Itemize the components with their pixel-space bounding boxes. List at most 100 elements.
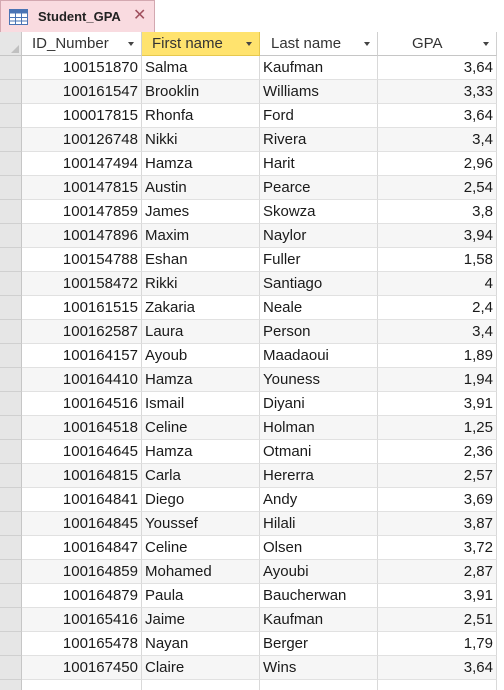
row-selector[interactable] bbox=[0, 128, 22, 152]
cell-id-number[interactable]: 100164845 bbox=[22, 512, 142, 536]
cell-id-number[interactable]: 100147494 bbox=[22, 152, 142, 176]
cell-gpa[interactable]: 3,8 bbox=[378, 200, 497, 224]
row-selector[interactable] bbox=[0, 560, 22, 584]
row-selector[interactable] bbox=[0, 584, 22, 608]
cell-first-name[interactable]: Nayan bbox=[142, 632, 260, 656]
cell-last-name[interactable]: Harit bbox=[260, 152, 378, 176]
cell-last-name[interactable]: Holman bbox=[260, 416, 378, 440]
cell-last-name[interactable] bbox=[260, 680, 378, 690]
cell-gpa[interactable]: 2,57 bbox=[378, 464, 497, 488]
cell-gpa[interactable]: 2,36 bbox=[378, 440, 497, 464]
row-selector[interactable] bbox=[0, 104, 22, 128]
cell-first-name[interactable]: Claire bbox=[142, 656, 260, 680]
table-row[interactable]: 100147896 Maxim Naylor 3,94 bbox=[0, 224, 504, 248]
table-row[interactable]: 100164879 Paula Baucherwan 3,91 bbox=[0, 584, 504, 608]
cell-first-name[interactable]: Celine bbox=[142, 536, 260, 560]
cell-first-name[interactable]: Austin bbox=[142, 176, 260, 200]
row-selector[interactable] bbox=[0, 344, 22, 368]
cell-id-number[interactable]: 100167450 bbox=[22, 656, 142, 680]
table-row[interactable]: 100164645 Hamza Otmani 2,36 bbox=[0, 440, 504, 464]
cell-gpa[interactable]: 1,94 bbox=[378, 368, 497, 392]
column-header-last-name[interactable]: Last name bbox=[260, 32, 378, 56]
cell-first-name[interactable] bbox=[142, 680, 260, 690]
cell-id-number[interactable]: 100164815 bbox=[22, 464, 142, 488]
cell-id-number[interactable]: 100164410 bbox=[22, 368, 142, 392]
cell-gpa[interactable]: 2,51 bbox=[378, 608, 497, 632]
table-row[interactable]: 100164859 Mohamed Ayoubi 2,87 bbox=[0, 560, 504, 584]
cell-gpa[interactable]: 3,69 bbox=[378, 488, 497, 512]
table-row[interactable]: 100147494 Hamza Harit 2,96 bbox=[0, 152, 504, 176]
cell-id-number[interactable]: 100165478 bbox=[22, 632, 142, 656]
cell-first-name[interactable]: Maxim bbox=[142, 224, 260, 248]
cell-last-name[interactable]: Williams bbox=[260, 80, 378, 104]
cell-gpa[interactable]: 3,64 bbox=[378, 56, 497, 80]
cell-last-name[interactable]: Wins bbox=[260, 656, 378, 680]
cell-last-name[interactable]: Ayoubi bbox=[260, 560, 378, 584]
cell-first-name[interactable]: Zakaria bbox=[142, 296, 260, 320]
cell-first-name[interactable]: Ayoub bbox=[142, 344, 260, 368]
cell-id-number[interactable]: 100017815 bbox=[22, 104, 142, 128]
cell-id-number[interactable]: 100164516 bbox=[22, 392, 142, 416]
table-row[interactable]: 100154788 Eshan Fuller 1,58 bbox=[0, 248, 504, 272]
cell-id-number[interactable]: 100147859 bbox=[22, 200, 142, 224]
row-selector[interactable] bbox=[0, 368, 22, 392]
cell-gpa[interactable]: 1,58 bbox=[378, 248, 497, 272]
row-selector[interactable] bbox=[0, 176, 22, 200]
cell-last-name[interactable]: Kaufman bbox=[260, 56, 378, 80]
cell-id-number[interactable]: 100158472 bbox=[22, 272, 142, 296]
row-selector[interactable] bbox=[0, 200, 22, 224]
cell-gpa[interactable]: 1,89 bbox=[378, 344, 497, 368]
column-header-first-name[interactable]: First name bbox=[142, 32, 260, 56]
cell-last-name[interactable]: Baucherwan bbox=[260, 584, 378, 608]
table-row[interactable]: 100164516 Ismail Diyani 3,91 bbox=[0, 392, 504, 416]
dropdown-arrow-icon[interactable] bbox=[483, 42, 489, 46]
cell-last-name[interactable]: Santiago bbox=[260, 272, 378, 296]
row-selector[interactable] bbox=[0, 152, 22, 176]
cell-gpa[interactable]: 3,4 bbox=[378, 320, 497, 344]
table-row[interactable]: 100147859 James Skowza 3,8 bbox=[0, 200, 504, 224]
table-row[interactable]: 100164815 Carla Hererra 2,57 bbox=[0, 464, 504, 488]
table-row[interactable]: 100164847 Celine Olsen 3,72 bbox=[0, 536, 504, 560]
table-row[interactable]: 100165478 Nayan Berger 1,79 bbox=[0, 632, 504, 656]
row-selector[interactable] bbox=[0, 416, 22, 440]
cell-last-name[interactable]: Hererra bbox=[260, 464, 378, 488]
table-row[interactable]: 100161515 Zakaria Neale 2,4 bbox=[0, 296, 504, 320]
cell-last-name[interactable]: Olsen bbox=[260, 536, 378, 560]
cell-id-number[interactable]: 100164859 bbox=[22, 560, 142, 584]
cell-id-number[interactable]: 100161547 bbox=[22, 80, 142, 104]
select-all-button[interactable] bbox=[0, 32, 22, 56]
cell-first-name[interactable]: Eshan bbox=[142, 248, 260, 272]
cell-last-name[interactable]: Otmani bbox=[260, 440, 378, 464]
cell-first-name[interactable]: Celine bbox=[142, 416, 260, 440]
cell-gpa[interactable]: 3,64 bbox=[378, 104, 497, 128]
cell-gpa[interactable]: 3,33 bbox=[378, 80, 497, 104]
table-row[interactable]: 100017815 Rhonfa Ford 3,64 bbox=[0, 104, 504, 128]
cell-first-name[interactable]: Ismail bbox=[142, 392, 260, 416]
cell-first-name[interactable]: Laura bbox=[142, 320, 260, 344]
cell-id-number[interactable]: 100164841 bbox=[22, 488, 142, 512]
column-header-id-number[interactable]: ID_Number bbox=[22, 32, 142, 56]
cell-gpa[interactable]: 2,54 bbox=[378, 176, 497, 200]
cell-id-number[interactable]: 100164518 bbox=[22, 416, 142, 440]
cell-first-name[interactable]: Youssef bbox=[142, 512, 260, 536]
cell-id-number[interactable]: 100126748 bbox=[22, 128, 142, 152]
cell-last-name[interactable]: Neale bbox=[260, 296, 378, 320]
table-row[interactable]: 100164845 Youssef Hilali 3,87 bbox=[0, 512, 504, 536]
cell-last-name[interactable]: Pearce bbox=[260, 176, 378, 200]
row-selector[interactable] bbox=[0, 440, 22, 464]
table-row[interactable]: 100158472 Rikki Santiago 4 bbox=[0, 272, 504, 296]
row-selector[interactable] bbox=[0, 632, 22, 656]
cell-last-name[interactable]: Naylor bbox=[260, 224, 378, 248]
cell-id-number[interactable]: 100164847 bbox=[22, 536, 142, 560]
cell-last-name[interactable]: Youness bbox=[260, 368, 378, 392]
row-selector[interactable] bbox=[0, 224, 22, 248]
cell-last-name[interactable]: Berger bbox=[260, 632, 378, 656]
row-selector[interactable] bbox=[0, 296, 22, 320]
cell-last-name[interactable]: Rivera bbox=[260, 128, 378, 152]
table-row[interactable]: 100167450 Claire Wins 3,64 bbox=[0, 656, 504, 680]
row-selector[interactable] bbox=[0, 488, 22, 512]
cell-id-number[interactable]: 100161515 bbox=[22, 296, 142, 320]
table-row[interactable]: 100164518 Celine Holman 1,25 bbox=[0, 416, 504, 440]
table-row[interactable]: 100161547 Brooklin Williams 3,33 bbox=[0, 80, 504, 104]
cell-first-name[interactable]: Carla bbox=[142, 464, 260, 488]
